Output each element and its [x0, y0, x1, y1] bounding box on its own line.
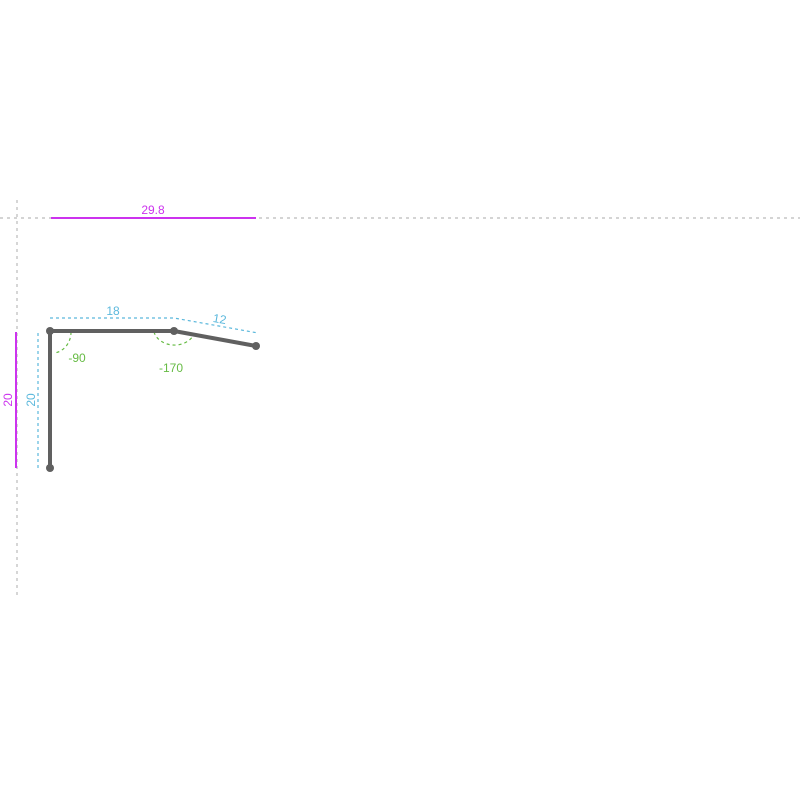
profile-node[interactable]	[170, 327, 178, 335]
overall-width-label: 29.8	[141, 203, 165, 217]
segment-2-3-dimension-line	[50, 317, 259, 334]
profile-line	[48, 329, 257, 468]
segment-2-label: 18	[106, 304, 120, 318]
angle-2-label: -170	[159, 361, 183, 375]
profile-node[interactable]	[46, 327, 54, 335]
segment-1-label: 20	[24, 393, 38, 407]
profile-node[interactable]	[252, 342, 260, 350]
profile-node[interactable]	[46, 464, 54, 472]
overall-height-label: 20	[1, 393, 15, 407]
segment-3-label: 12	[212, 311, 228, 327]
angle-1-label: -90	[68, 351, 86, 365]
angle-1-arc	[53, 331, 72, 354]
